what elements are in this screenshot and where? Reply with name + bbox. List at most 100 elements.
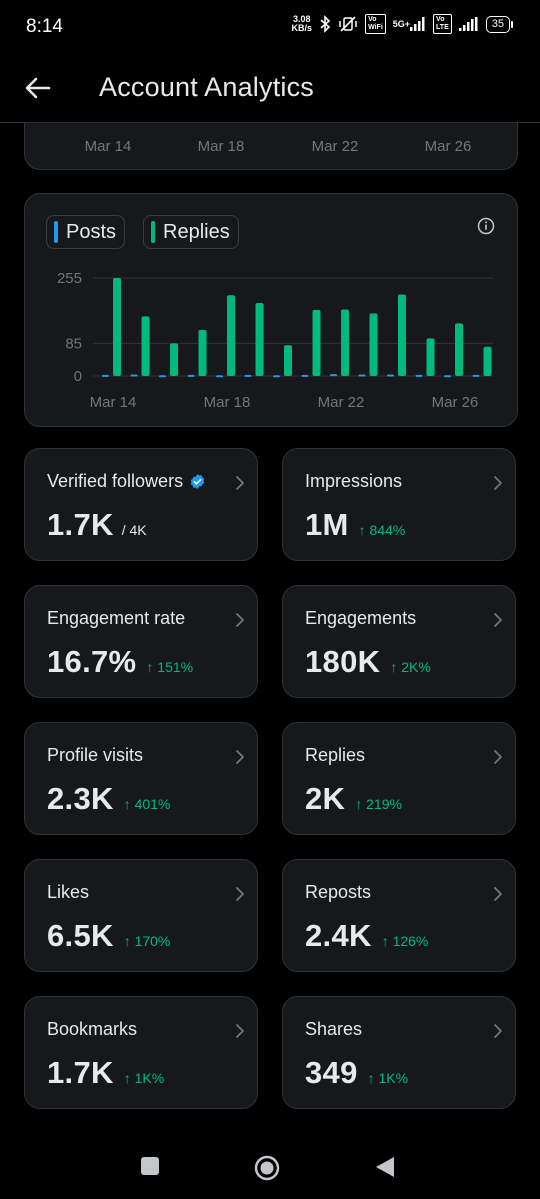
bar-posts <box>358 374 366 377</box>
metric-card-bookmarks[interactable]: Bookmarks 1.7K ↑ 1K% <box>24 996 258 1109</box>
metric-card-verified-followers[interactable]: Verified followers 1.7K / 4K <box>24 448 258 561</box>
metric-label: Impressions <box>305 471 402 492</box>
x-tick-label: Mar 14 <box>84 138 132 155</box>
vowifi-badge: Vo WiFi <box>365 14 386 34</box>
signal-icon <box>458 17 479 31</box>
metric-label: Engagement rate <box>47 608 185 629</box>
metric-card-shares[interactable]: Shares 349 ↑ 1K% <box>282 996 516 1109</box>
app-header: Account Analytics <box>0 52 540 123</box>
metric-change: ↑ 1K% <box>123 1070 165 1086</box>
bar-replies <box>170 343 178 376</box>
metric-label: Engagements <box>305 608 416 629</box>
metric-value: 6.5K <box>47 918 114 953</box>
back-triangle-icon <box>376 1157 394 1177</box>
metric-label: Bookmarks <box>47 1019 137 1040</box>
metric-label-text: Bookmarks <box>47 1019 138 1039</box>
y-tick-label: 0 <box>74 368 82 385</box>
bar-replies <box>369 313 378 376</box>
metric-label: Reposts <box>305 882 371 903</box>
metric-label: Likes <box>47 882 89 903</box>
metric-label-text: Reposts <box>305 882 372 902</box>
metric-label-text: Shares <box>305 1019 363 1039</box>
metric-card-reposts[interactable]: Reposts 2.4K ↑ 126% <box>282 859 516 972</box>
legend-label: Posts <box>66 220 117 243</box>
bar-replies <box>455 323 463 376</box>
metric-label: Profile visits <box>47 745 143 766</box>
metric-value-row: 1M ↑ 844% <box>305 507 405 543</box>
metric-card-profile-visits[interactable]: Profile visits 2.3K ↑ 401% <box>24 722 258 835</box>
chevron-right-icon <box>494 887 502 901</box>
bar-replies <box>398 294 406 376</box>
info-icon[interactable] <box>477 217 495 235</box>
metric-label-text: Verified followers <box>47 471 184 491</box>
recents-button[interactable] <box>139 1155 161 1177</box>
metric-change: ↑ 844% <box>358 522 406 538</box>
volte-badge: Vo LTE <box>433 14 452 34</box>
metric-value: 180K <box>305 644 381 679</box>
metric-label-text: Engagement rate <box>47 608 186 628</box>
status-bar: 8:14 3.08 KB/s Vo WiFi 5G+ Vo LTE 35 <box>0 0 540 52</box>
home-button[interactable] <box>254 1155 280 1181</box>
verified-badge-icon <box>189 473 206 490</box>
recents-square-icon <box>141 1157 159 1175</box>
fiveg-label: 5G+ <box>392 18 411 29</box>
chevron-right-icon <box>236 750 244 764</box>
bluetooth-icon <box>319 15 331 33</box>
system-nav-bar <box>0 1135 540 1199</box>
metric-value-row: 6.5K ↑ 170% <box>47 918 170 954</box>
bar-replies <box>141 316 150 376</box>
metric-label-text: Impressions <box>305 471 403 491</box>
back-nav-button[interactable] <box>374 1155 396 1179</box>
chevron-right-icon <box>236 887 244 901</box>
metric-card-engagement-rate[interactable]: Engagement rate 16.7% ↑ 151% <box>24 585 258 698</box>
metric-change: ↑ 151% <box>146 659 194 675</box>
chevron-right-icon <box>236 613 244 627</box>
metric-change: ↑ 126% <box>381 933 429 949</box>
metric-value-row: 2K ↑ 219% <box>305 781 402 817</box>
legend-swatch-replies <box>151 221 155 243</box>
bar-posts <box>159 375 166 378</box>
metric-value: 1.7K <box>47 507 114 542</box>
bar-posts <box>415 374 423 377</box>
metric-card-engagements[interactable]: Engagements 180K ↑ 2K% <box>282 585 516 698</box>
legend-posts[interactable]: Posts <box>46 215 126 249</box>
battery-icon: 35 <box>485 15 514 33</box>
bar-posts <box>330 374 337 377</box>
network-speed: 3.08 KB/s <box>292 15 313 33</box>
metric-label: Replies <box>305 745 365 766</box>
metric-label-text: Profile visits <box>47 745 144 765</box>
legend-label: Replies <box>163 220 230 243</box>
metric-value: 1.7K <box>47 1055 114 1090</box>
bar-posts <box>472 374 480 377</box>
metric-label-text: Replies <box>305 745 366 765</box>
network-speed-unit: KB/s <box>291 23 313 33</box>
back-button[interactable] <box>22 72 54 104</box>
metric-card-impressions[interactable]: Impressions 1M ↑ 844% <box>282 448 516 561</box>
metric-value: 16.7% <box>47 644 137 679</box>
metric-value-row: 16.7% ↑ 151% <box>47 644 193 680</box>
metric-change: ↑ 2K% <box>390 659 431 675</box>
bar-replies <box>255 302 264 376</box>
chevron-right-icon <box>236 1024 244 1038</box>
metric-value-row: 2.3K ↑ 401% <box>47 781 170 817</box>
y-tick-label: 255 <box>57 270 82 287</box>
bar-replies <box>341 309 349 376</box>
bar-replies <box>312 309 321 376</box>
metric-card-likes[interactable]: Likes 6.5K ↑ 170% <box>24 859 258 972</box>
metric-label: Shares <box>305 1019 362 1040</box>
metric-label-text: Likes <box>47 882 90 902</box>
metric-label: Verified followers <box>47 471 206 492</box>
metric-value: 2K <box>305 781 346 816</box>
signal-5g-icon: 5G+ <box>393 17 426 31</box>
chevron-right-icon <box>494 476 502 490</box>
bar-replies <box>426 338 435 376</box>
bar-chart: 0 85 255 Mar 14 Mar 18 Mar 22 Mar 26 <box>57 270 493 411</box>
y-tick-label: 85 <box>65 335 82 352</box>
metric-value-row: 2.4K ↑ 126% <box>305 918 428 954</box>
status-icons: 3.08 KB/s Vo WiFi 5G+ Vo LTE 35 <box>292 14 514 34</box>
legend-swatch-posts <box>54 221 58 243</box>
metric-card-replies[interactable]: Replies 2K ↑ 219% <box>282 722 516 835</box>
legend-replies[interactable]: Replies <box>143 215 239 249</box>
metric-value-row: 180K ↑ 2K% <box>305 644 431 680</box>
metric-value: 2.4K <box>305 918 372 953</box>
